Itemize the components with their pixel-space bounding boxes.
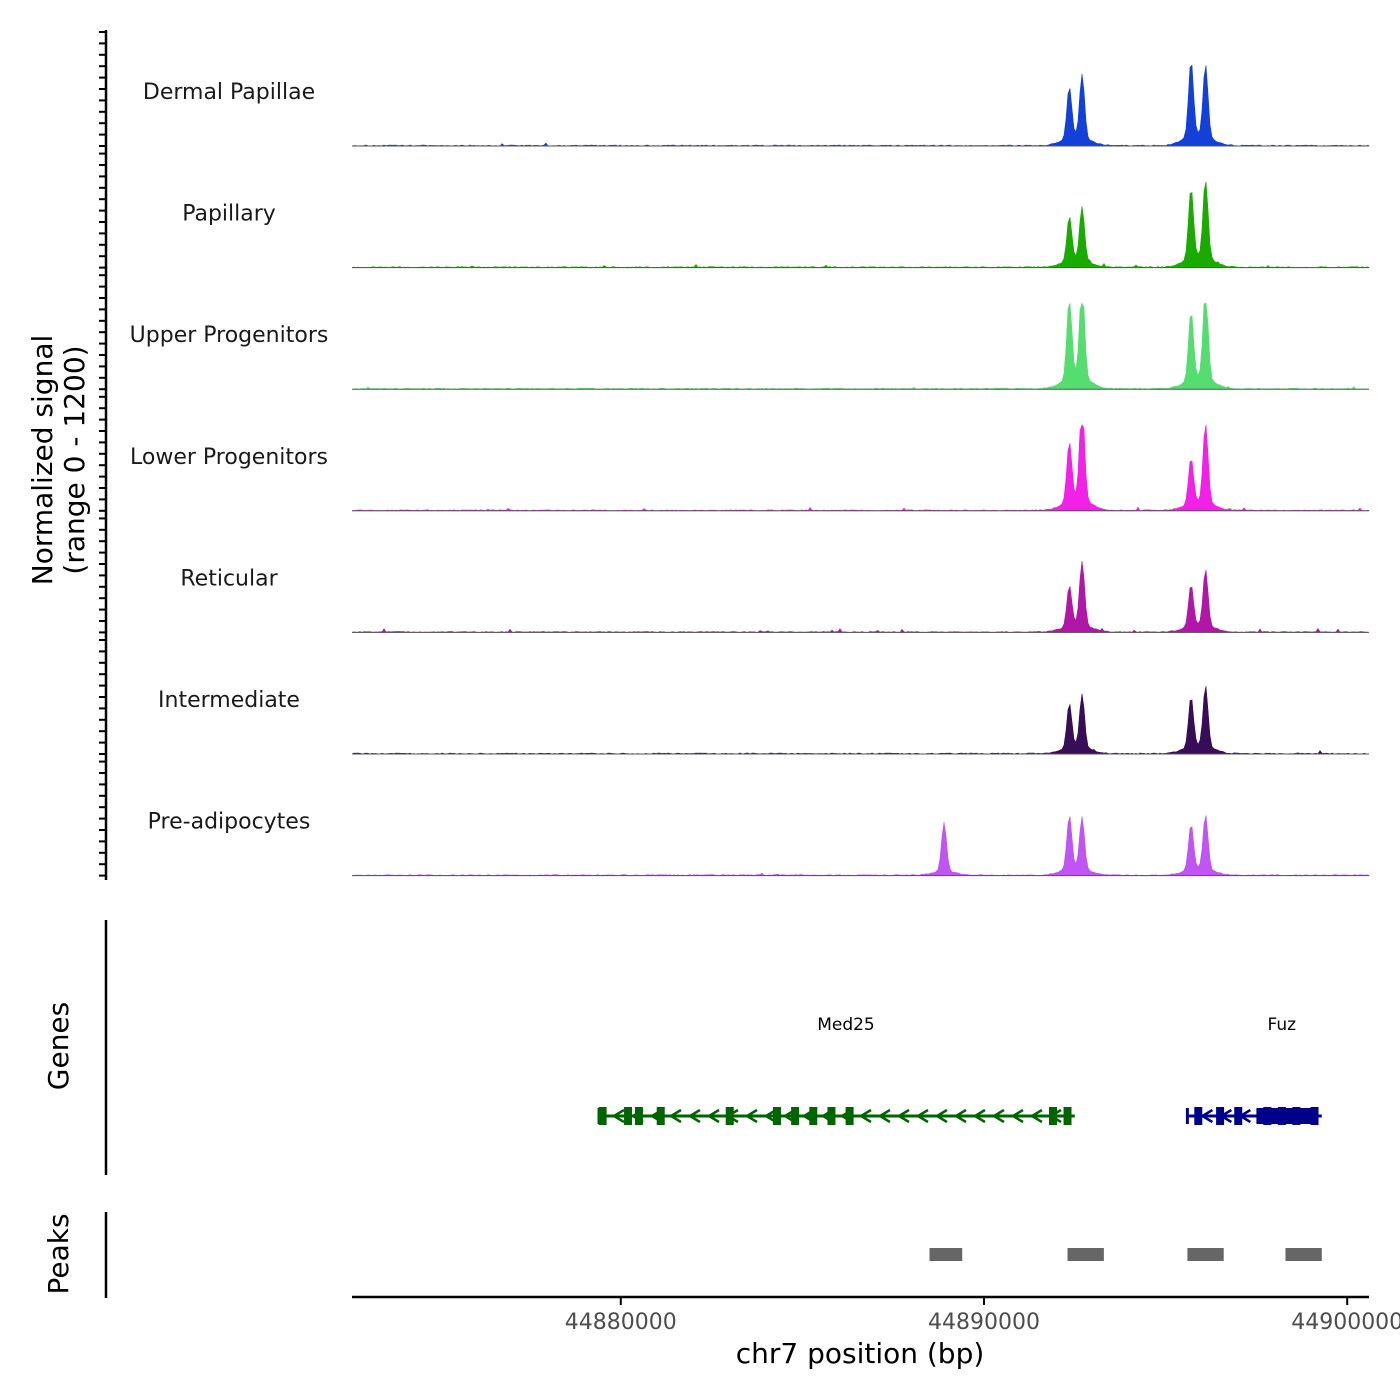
x-tick-label: 44890000 [928, 1310, 1040, 1335]
strand-arrow [1010, 1108, 1024, 1124]
x-tick-label: 44900000 [1291, 1310, 1400, 1335]
exon-block [809, 1107, 818, 1125]
strand-arrow [953, 1108, 967, 1124]
exon-block [1049, 1107, 1058, 1125]
gene-annotations: Med25 Fuz [597, 1015, 1322, 1125]
strand-arrow [972, 1108, 986, 1124]
peak-region [1187, 1248, 1224, 1261]
x-tick-label: 44880000 [565, 1310, 677, 1335]
peak-regions [929, 1248, 1322, 1261]
peaks-panel-label: Peaks [42, 1213, 75, 1294]
strand-arrow [934, 1108, 948, 1124]
exon-block [1216, 1107, 1225, 1125]
exon-block [845, 1107, 854, 1125]
exon-block [1310, 1107, 1319, 1125]
track-label: Dermal Papillae [143, 80, 315, 105]
strand-arrow [763, 1108, 777, 1124]
track-label: Lower Progenitors [130, 445, 328, 470]
track-label: Reticular [180, 566, 278, 591]
exon-block [827, 1107, 836, 1125]
strand-arrow [706, 1108, 720, 1124]
exon-block [1063, 1107, 1072, 1125]
strand-arrow [991, 1108, 1005, 1124]
strand-arrow [915, 1108, 929, 1124]
signal-area-lower-progenitors [351, 424, 1370, 512]
exon-block [772, 1107, 781, 1125]
strand-arrow [1199, 1108, 1214, 1124]
gene-label: Fuz [1268, 1015, 1297, 1035]
strand-arrow [687, 1108, 701, 1124]
strand-arrow [858, 1108, 872, 1124]
exon-block [656, 1107, 665, 1125]
strand-arrow [668, 1108, 682, 1124]
x-axis-title: chr7 position (bp) [736, 1337, 985, 1370]
signal-area-upper-progenitors [352, 302, 1370, 390]
exon-block [791, 1107, 800, 1125]
track-label: Intermediate [158, 688, 300, 713]
track-label: Upper Progenitors [130, 323, 329, 348]
signal-area-pre-adipocytes [351, 815, 1370, 876]
exon-block [1256, 1108, 1311, 1124]
peak-region [1285, 1248, 1322, 1261]
track-label: Papillary [182, 202, 276, 227]
signal-area-intermediate [351, 686, 1369, 755]
y-axis-title-range: (range 0 - 1200) [58, 345, 91, 574]
exon-block [634, 1107, 643, 1125]
gene-label: Med25 [817, 1015, 875, 1035]
genes-panel-label: Genes [42, 1002, 75, 1090]
strand-arrow [1029, 1108, 1043, 1124]
signal-area-dermal-papillae [351, 64, 1370, 147]
track-label: Pre-adipocytes [148, 810, 311, 835]
exon-block [1194, 1107, 1203, 1125]
signal-area-reticular [351, 560, 1370, 633]
exon-block [624, 1107, 633, 1125]
peak-region [929, 1248, 963, 1261]
strand-arrow [896, 1108, 910, 1124]
exon-block [598, 1107, 607, 1125]
exon-block [725, 1107, 734, 1125]
signal-axis-ticks [99, 31, 106, 877]
signal-area-papillary [351, 181, 1370, 268]
exon-block [1234, 1107, 1243, 1125]
y-axis-title: Normalized signal [26, 335, 59, 586]
strand-arrow [877, 1108, 891, 1124]
signal-tracks: Dermal Papillae Papillary Upper Progenitor… [130, 64, 1370, 877]
strand-arrow [611, 1108, 625, 1124]
x-axis-ticks: 44880000 44890000 44900000 [565, 1297, 1400, 1335]
strand-arrow [744, 1108, 758, 1124]
peak-region [1067, 1248, 1104, 1261]
